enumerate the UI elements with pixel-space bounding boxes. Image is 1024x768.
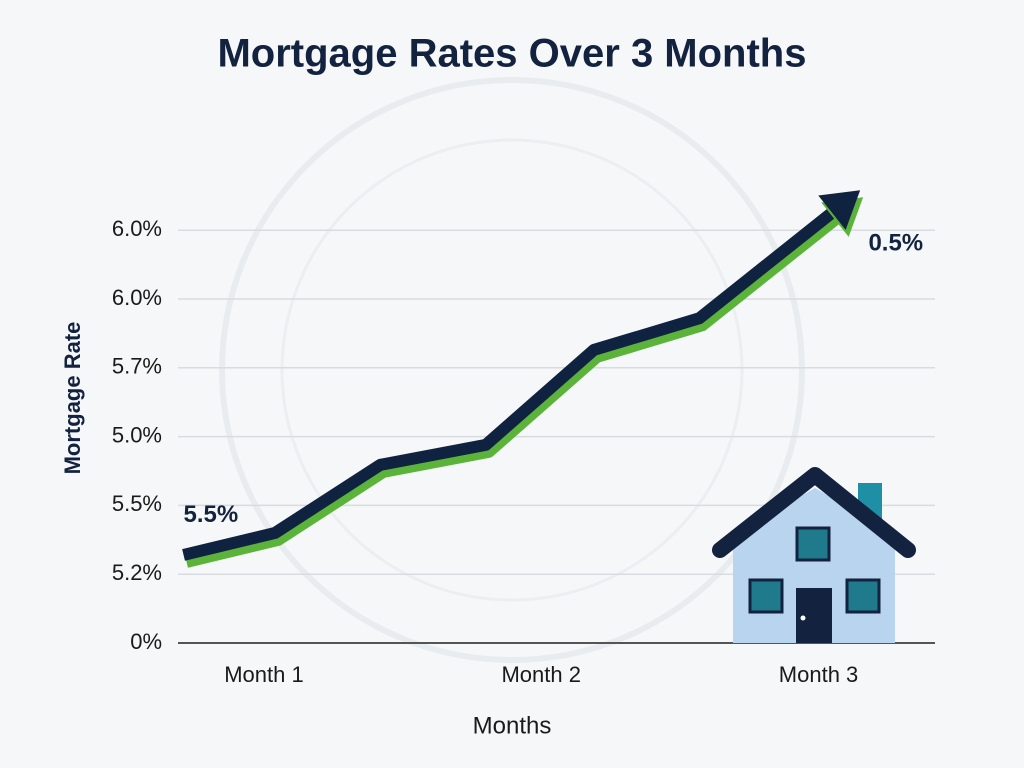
house-icon (712, 467, 916, 643)
window (845, 578, 881, 614)
x-tick-label: Month 2 (501, 662, 581, 687)
y-tick-label: 5.0% (112, 422, 162, 447)
chart-title: Mortgage Rates Over 3 Months (217, 32, 806, 76)
arrow-head (818, 190, 861, 230)
line-shadow (185, 206, 850, 568)
y-tick-label: 6.0% (112, 216, 162, 241)
window (795, 526, 831, 562)
watermark (219, 77, 805, 663)
y-tick-label: 6.0% (112, 285, 162, 310)
y-tick-label: 5.7% (112, 354, 162, 379)
house-gable (733, 488, 895, 535)
x-tick-label: Month 1 (224, 662, 304, 687)
window (748, 578, 784, 614)
x-axis-label: Months (473, 712, 552, 739)
y-tick-label: 5.5% (112, 491, 162, 516)
line (182, 199, 847, 561)
y-tick-label: 0% (130, 629, 162, 654)
door-knob (800, 615, 806, 621)
y-axis-label: Mortgage Rate (60, 322, 85, 475)
door (796, 588, 832, 643)
annotation: 0.5% (868, 229, 923, 256)
y-tick-label: 5.2% (112, 560, 162, 585)
watermark (280, 138, 744, 602)
annotation: 5.5% (184, 501, 239, 528)
x-tick-label: Month 3 (779, 662, 859, 687)
roof (712, 467, 916, 558)
